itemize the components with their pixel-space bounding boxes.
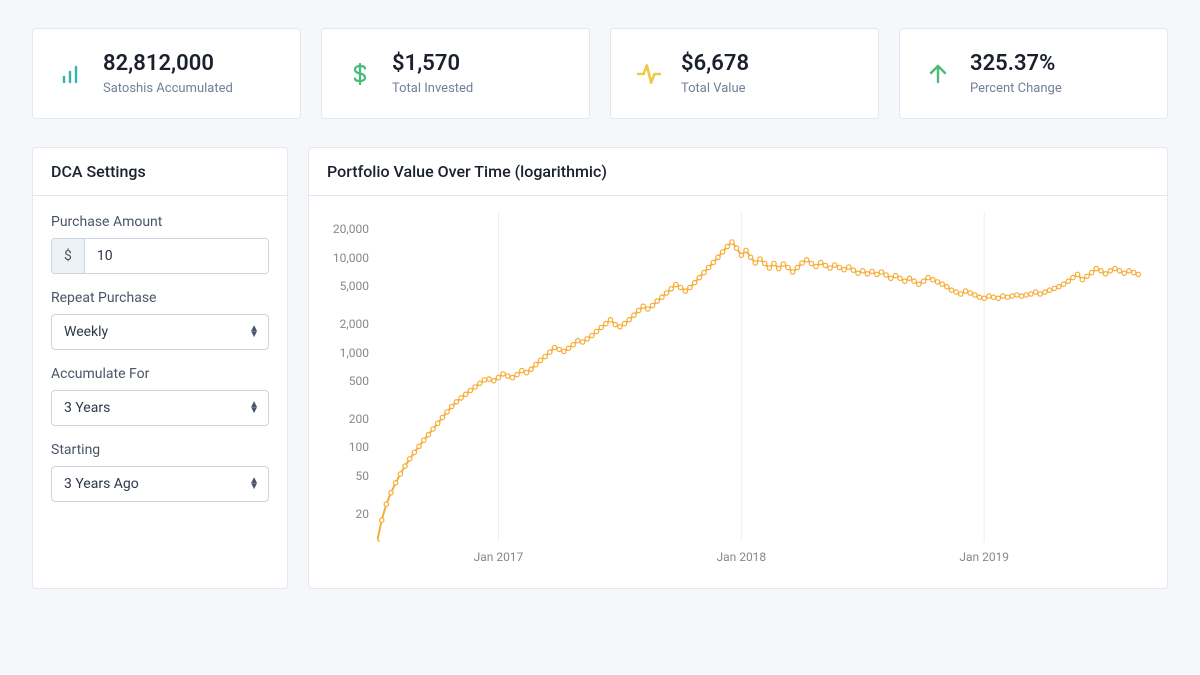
stat-value: 82,812,000 bbox=[103, 51, 233, 77]
y-tick-label: 20 bbox=[356, 507, 370, 521]
accumulate-select[interactable]: 3 Years bbox=[51, 390, 269, 426]
stat-card-satoshis: 82,812,000 Satoshis Accumulated bbox=[32, 28, 301, 119]
chart-svg bbox=[377, 212, 1143, 542]
starting-select[interactable]: 3 Years Ago bbox=[51, 466, 269, 502]
settings-title: DCA Settings bbox=[33, 148, 287, 196]
y-tick-label: 1,000 bbox=[340, 346, 369, 360]
arrow-up-icon bbox=[924, 60, 952, 88]
stat-value: $1,570 bbox=[392, 51, 473, 77]
y-tick-label: 2,000 bbox=[340, 317, 369, 331]
purchase-amount-label: Purchase Amount bbox=[51, 214, 269, 230]
chart-area: 20 50 100 200 500 1,000 2,000 5,000 10,000 20,000… bbox=[315, 212, 1143, 572]
starting-group: Starting 3 Years Ago ▲▼ bbox=[51, 442, 269, 502]
stat-value: 325.37% bbox=[970, 51, 1062, 77]
y-tick-label: 50 bbox=[356, 469, 370, 483]
x-tick-label: Jan 2018 bbox=[716, 550, 766, 564]
stat-label: Total Invested bbox=[392, 81, 473, 96]
activity-icon bbox=[635, 60, 663, 88]
y-tick-label: 500 bbox=[349, 374, 369, 388]
stat-label: Percent Change bbox=[970, 81, 1062, 96]
repeat-select[interactable]: Weekly bbox=[51, 314, 269, 350]
currency-prefix: $ bbox=[52, 239, 85, 273]
chart-plot bbox=[377, 212, 1143, 542]
y-tick-label: 5,000 bbox=[340, 279, 369, 293]
dollar-icon bbox=[346, 60, 374, 88]
accumulate-label: Accumulate For bbox=[51, 366, 269, 382]
stat-card-total-value: $6,678 Total Value bbox=[610, 28, 879, 119]
starting-label: Starting bbox=[51, 442, 269, 458]
stat-label: Total Value bbox=[681, 81, 749, 96]
settings-panel: DCA Settings Purchase Amount $ .00 Repea… bbox=[32, 147, 288, 589]
x-axis: Jan 2017 Jan 2018 Jan 2019 bbox=[377, 542, 1143, 572]
x-tick-label: Jan 2019 bbox=[959, 550, 1009, 564]
stat-card-percent-change: 325.37% Percent Change bbox=[899, 28, 1168, 119]
repeat-group: Repeat Purchase Weekly ▲▼ bbox=[51, 290, 269, 350]
y-tick-label: 20,000 bbox=[333, 222, 369, 236]
stat-label: Satoshis Accumulated bbox=[103, 81, 233, 96]
accumulate-group: Accumulate For 3 Years ▲▼ bbox=[51, 366, 269, 426]
chart-panel: Portfolio Value Over Time (logarithmic) … bbox=[308, 147, 1168, 589]
main-row: DCA Settings Purchase Amount $ .00 Repea… bbox=[32, 147, 1168, 589]
stat-card-invested: $1,570 Total Invested bbox=[321, 28, 590, 119]
bars-icon bbox=[57, 60, 85, 88]
stats-row: 82,812,000 Satoshis Accumulated $1,570 T… bbox=[32, 28, 1168, 119]
y-tick-label: 100 bbox=[349, 440, 369, 454]
chart-title: Portfolio Value Over Time (logarithmic) bbox=[309, 148, 1167, 196]
purchase-amount-group: Purchase Amount $ .00 bbox=[51, 214, 269, 274]
purchase-amount-input[interactable] bbox=[85, 239, 269, 273]
y-tick-label: 200 bbox=[349, 412, 369, 426]
x-tick-label: Jan 2017 bbox=[474, 550, 524, 564]
repeat-label: Repeat Purchase bbox=[51, 290, 269, 306]
stat-value: $6,678 bbox=[681, 51, 749, 77]
y-tick-label: 10,000 bbox=[333, 251, 369, 265]
y-axis: 20 50 100 200 500 1,000 2,000 5,000 10,000 20,000 bbox=[315, 212, 377, 542]
